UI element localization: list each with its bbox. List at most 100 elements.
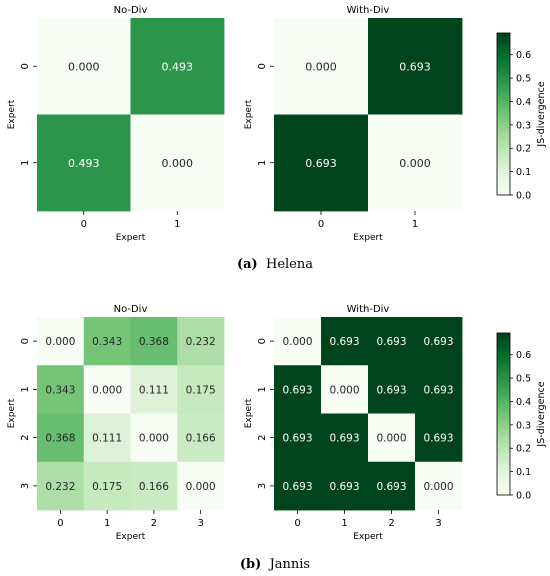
caption-space bbox=[258, 257, 266, 272]
colorbar-tick-label: 0.5 bbox=[516, 374, 531, 385]
heatmap-cell bbox=[37, 18, 131, 115]
heatmap-cell bbox=[83, 365, 131, 414]
heatmap-cell bbox=[274, 461, 322, 511]
colorbar-segment bbox=[497, 346, 510, 350]
cell-value-label: 0.000 bbox=[423, 481, 453, 493]
colorbar-segment bbox=[497, 449, 510, 453]
heatmap-cell bbox=[321, 413, 369, 463]
cell-value-label: 0.000 bbox=[329, 384, 359, 396]
y-tick-label: 1 bbox=[257, 160, 268, 166]
colorbar-segment bbox=[497, 154, 510, 158]
y-tick-label: 3 bbox=[20, 483, 31, 489]
y-axis-label: Expert bbox=[7, 99, 17, 129]
colorbar-segment bbox=[497, 84, 510, 88]
cell-value-label: 0.000 bbox=[376, 433, 406, 445]
caption-space bbox=[261, 557, 269, 572]
heatmap-cell bbox=[37, 365, 85, 414]
y-tick-label: 2 bbox=[20, 434, 31, 440]
x-tick-label: 3 bbox=[197, 518, 203, 529]
y-tick-label: 0 bbox=[257, 63, 268, 69]
cell-value-label: 0.000 bbox=[186, 481, 216, 493]
caption-text: Helena bbox=[266, 257, 313, 272]
colorbar-segment bbox=[497, 362, 510, 366]
colorbar-segment bbox=[497, 427, 510, 431]
y-tick-label: 1 bbox=[20, 160, 31, 166]
heatmap-cell bbox=[368, 413, 416, 463]
colorbar-segment bbox=[497, 397, 510, 401]
colorbar-segment bbox=[497, 438, 510, 442]
heatmap-title: No-Div bbox=[114, 304, 148, 315]
heatmap-cell bbox=[37, 317, 85, 366]
cell-value-label: 0.693 bbox=[329, 481, 359, 493]
colorbar-tick-label: 0.2 bbox=[516, 444, 531, 455]
colorbar-segment bbox=[497, 403, 510, 407]
x-tick-label: 1 bbox=[412, 219, 418, 230]
heatmap-panel: With-Div 0.000 0.693 0.693 0.000 0 1 0 1 Expert Ex… bbox=[244, 5, 463, 243]
heatmap-cell bbox=[130, 461, 178, 511]
colorbar-segment bbox=[497, 143, 510, 147]
colorbar-tick-label: 0.5 bbox=[516, 74, 531, 85]
colorbar-segment bbox=[497, 181, 510, 185]
colorbar-label: JS-divergence bbox=[536, 81, 547, 147]
colorbar-segment bbox=[497, 478, 510, 482]
cell-value-label: 0.343 bbox=[92, 336, 122, 348]
colorbar-segment bbox=[497, 457, 510, 461]
colorbar-segment bbox=[497, 484, 510, 488]
colorbar-segment bbox=[497, 114, 510, 118]
colorbar-segment bbox=[497, 78, 510, 83]
colorbar-segment bbox=[497, 157, 510, 161]
colorbar-segment bbox=[497, 459, 510, 464]
colorbar-segment bbox=[497, 173, 510, 177]
colorbar-segment bbox=[497, 51, 510, 56]
colorbar-segment bbox=[497, 376, 510, 380]
colorbar-segment bbox=[497, 119, 510, 123]
colorbar-segment bbox=[497, 370, 510, 374]
cell-value-label: 0.693 bbox=[376, 481, 406, 493]
colorbar-segment bbox=[497, 87, 510, 91]
colorbar-segment bbox=[497, 465, 510, 469]
cell-value-label: 0.693 bbox=[329, 336, 359, 348]
cell-value-label: 0.111 bbox=[139, 384, 169, 396]
cell-value-label: 0.111 bbox=[92, 433, 122, 445]
x-tick-label: 1 bbox=[174, 219, 180, 230]
colorbar-segment bbox=[497, 419, 510, 423]
heatmap-cell bbox=[321, 461, 369, 511]
colorbar-segment bbox=[497, 405, 510, 410]
colorbar-segment bbox=[497, 89, 510, 93]
colorbar-segment bbox=[497, 411, 510, 415]
colorbar-segment bbox=[497, 33, 510, 37]
colorbar-segment bbox=[497, 430, 510, 434]
colorbar-segment bbox=[497, 138, 510, 142]
colorbar-segment bbox=[497, 373, 510, 377]
heatmap-cell bbox=[368, 18, 463, 115]
cell-value-label: 0.000 bbox=[305, 60, 337, 73]
colorbar-segment bbox=[497, 116, 510, 120]
cell-value-label: 0.000 bbox=[399, 157, 431, 170]
colorbar-segment bbox=[497, 454, 510, 458]
colorbar-segment bbox=[497, 149, 510, 153]
colorbar-tick-label: 0.3 bbox=[516, 420, 531, 431]
cell-value-label: 0.000 bbox=[162, 157, 194, 170]
colorbar-segment bbox=[497, 351, 510, 356]
cell-value-label: 0.493 bbox=[68, 157, 100, 170]
colorbar-segment bbox=[497, 132, 510, 137]
colorbar-segment bbox=[497, 122, 510, 126]
y-tick-label: 1 bbox=[257, 386, 268, 392]
cell-value-label: 0.693 bbox=[305, 157, 337, 170]
colorbar-segment bbox=[497, 105, 510, 110]
colorbar-segment bbox=[497, 103, 510, 107]
cell-value-label: 0.693 bbox=[376, 336, 406, 348]
x-axis-label: Expert bbox=[116, 532, 146, 542]
heatmap-cell bbox=[321, 365, 369, 414]
heatmap-cell bbox=[130, 317, 178, 366]
x-axis-label: Expert bbox=[116, 233, 146, 243]
heatmap-cell bbox=[274, 317, 322, 366]
cell-value-label: 0.000 bbox=[282, 336, 312, 348]
colorbar-segment bbox=[497, 473, 510, 477]
colorbar-segment bbox=[497, 470, 510, 474]
cell-value-label: 0.493 bbox=[162, 60, 194, 73]
y-tick-label: 0 bbox=[257, 338, 268, 344]
subfigure-caption: (a) Helena bbox=[237, 257, 313, 272]
colorbar-segment bbox=[497, 95, 510, 99]
